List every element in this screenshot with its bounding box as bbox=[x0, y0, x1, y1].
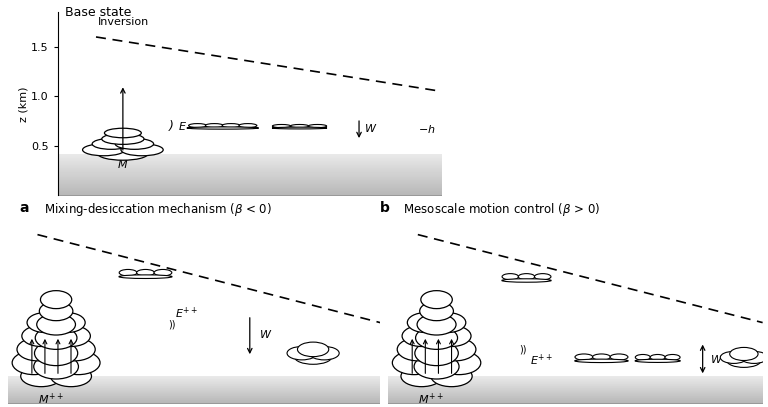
Ellipse shape bbox=[297, 342, 329, 357]
Ellipse shape bbox=[635, 354, 650, 360]
Ellipse shape bbox=[115, 138, 154, 149]
Ellipse shape bbox=[104, 128, 141, 138]
Ellipse shape bbox=[137, 269, 154, 276]
Ellipse shape bbox=[431, 365, 472, 387]
Ellipse shape bbox=[273, 125, 291, 128]
Text: M: M bbox=[118, 160, 127, 170]
Ellipse shape bbox=[502, 274, 518, 280]
Ellipse shape bbox=[57, 351, 100, 374]
Ellipse shape bbox=[308, 125, 326, 128]
Text: Mixing-desiccation mechanism ($\beta$ < 0): Mixing-desiccation mechanism ($\beta$ < … bbox=[37, 201, 272, 219]
Ellipse shape bbox=[239, 124, 257, 127]
Text: W: W bbox=[365, 124, 376, 134]
Ellipse shape bbox=[119, 269, 137, 276]
Text: $E^{++}$: $E^{++}$ bbox=[530, 353, 554, 368]
Ellipse shape bbox=[392, 351, 435, 374]
Ellipse shape bbox=[222, 124, 240, 127]
Ellipse shape bbox=[35, 326, 77, 349]
Ellipse shape bbox=[294, 350, 332, 364]
Ellipse shape bbox=[12, 351, 55, 374]
Text: $-h$: $-h$ bbox=[419, 123, 436, 135]
Y-axis label: z (km): z (km) bbox=[18, 86, 28, 122]
Ellipse shape bbox=[22, 326, 61, 346]
Text: )): )) bbox=[519, 344, 527, 354]
Ellipse shape bbox=[720, 351, 747, 363]
Ellipse shape bbox=[593, 354, 611, 360]
Ellipse shape bbox=[154, 269, 172, 276]
Ellipse shape bbox=[665, 354, 680, 360]
Ellipse shape bbox=[421, 291, 452, 309]
Ellipse shape bbox=[287, 346, 317, 360]
Ellipse shape bbox=[417, 314, 456, 335]
Ellipse shape bbox=[37, 314, 75, 335]
Ellipse shape bbox=[49, 313, 85, 333]
Ellipse shape bbox=[432, 326, 471, 346]
Ellipse shape bbox=[419, 302, 453, 321]
Text: E: E bbox=[178, 122, 186, 131]
Text: a: a bbox=[19, 201, 28, 215]
Ellipse shape bbox=[397, 338, 439, 361]
Ellipse shape bbox=[435, 338, 476, 361]
Ellipse shape bbox=[17, 338, 58, 361]
Ellipse shape bbox=[574, 359, 628, 363]
Ellipse shape bbox=[83, 144, 124, 156]
Ellipse shape bbox=[402, 326, 441, 346]
Ellipse shape bbox=[518, 274, 535, 280]
Ellipse shape bbox=[51, 326, 91, 346]
Ellipse shape bbox=[41, 291, 71, 309]
Ellipse shape bbox=[35, 341, 78, 365]
Ellipse shape bbox=[119, 275, 172, 278]
Ellipse shape bbox=[272, 127, 327, 129]
Ellipse shape bbox=[727, 354, 761, 368]
Ellipse shape bbox=[51, 365, 91, 387]
Ellipse shape bbox=[98, 147, 147, 160]
Ellipse shape bbox=[34, 354, 78, 379]
Ellipse shape bbox=[535, 274, 551, 280]
Text: $M^{++}$: $M^{++}$ bbox=[418, 392, 444, 407]
Ellipse shape bbox=[730, 348, 758, 361]
Ellipse shape bbox=[502, 279, 551, 282]
Text: ): ) bbox=[168, 120, 174, 133]
Ellipse shape bbox=[415, 341, 458, 365]
Ellipse shape bbox=[189, 124, 207, 127]
Text: $M^{++}$: $M^{++}$ bbox=[38, 392, 64, 407]
Ellipse shape bbox=[121, 144, 164, 156]
Ellipse shape bbox=[575, 354, 593, 360]
Ellipse shape bbox=[205, 124, 223, 127]
Ellipse shape bbox=[310, 346, 339, 360]
Ellipse shape bbox=[101, 133, 144, 144]
Text: Inversion: Inversion bbox=[98, 17, 149, 27]
Ellipse shape bbox=[437, 351, 481, 374]
Ellipse shape bbox=[415, 326, 458, 349]
Ellipse shape bbox=[414, 354, 459, 379]
Text: )): )) bbox=[168, 319, 175, 330]
Ellipse shape bbox=[187, 127, 259, 129]
Ellipse shape bbox=[635, 359, 680, 363]
Ellipse shape bbox=[92, 138, 131, 149]
Ellipse shape bbox=[650, 354, 665, 360]
Text: b: b bbox=[380, 201, 390, 215]
Ellipse shape bbox=[430, 313, 466, 333]
Ellipse shape bbox=[740, 351, 767, 363]
Text: $W$: $W$ bbox=[259, 328, 273, 340]
Text: Mesoscale motion control ($\beta$ > 0): Mesoscale motion control ($\beta$ > 0) bbox=[396, 201, 600, 219]
Ellipse shape bbox=[610, 354, 628, 360]
Ellipse shape bbox=[39, 302, 73, 321]
Ellipse shape bbox=[21, 365, 61, 387]
Ellipse shape bbox=[290, 125, 309, 128]
Ellipse shape bbox=[401, 365, 442, 387]
Ellipse shape bbox=[407, 313, 443, 333]
Text: $W^{++}$: $W^{++}$ bbox=[710, 351, 737, 367]
Ellipse shape bbox=[27, 313, 63, 333]
Ellipse shape bbox=[55, 338, 95, 361]
Text: Base state: Base state bbox=[65, 6, 131, 19]
Text: $E^{++}$: $E^{++}$ bbox=[175, 305, 199, 321]
